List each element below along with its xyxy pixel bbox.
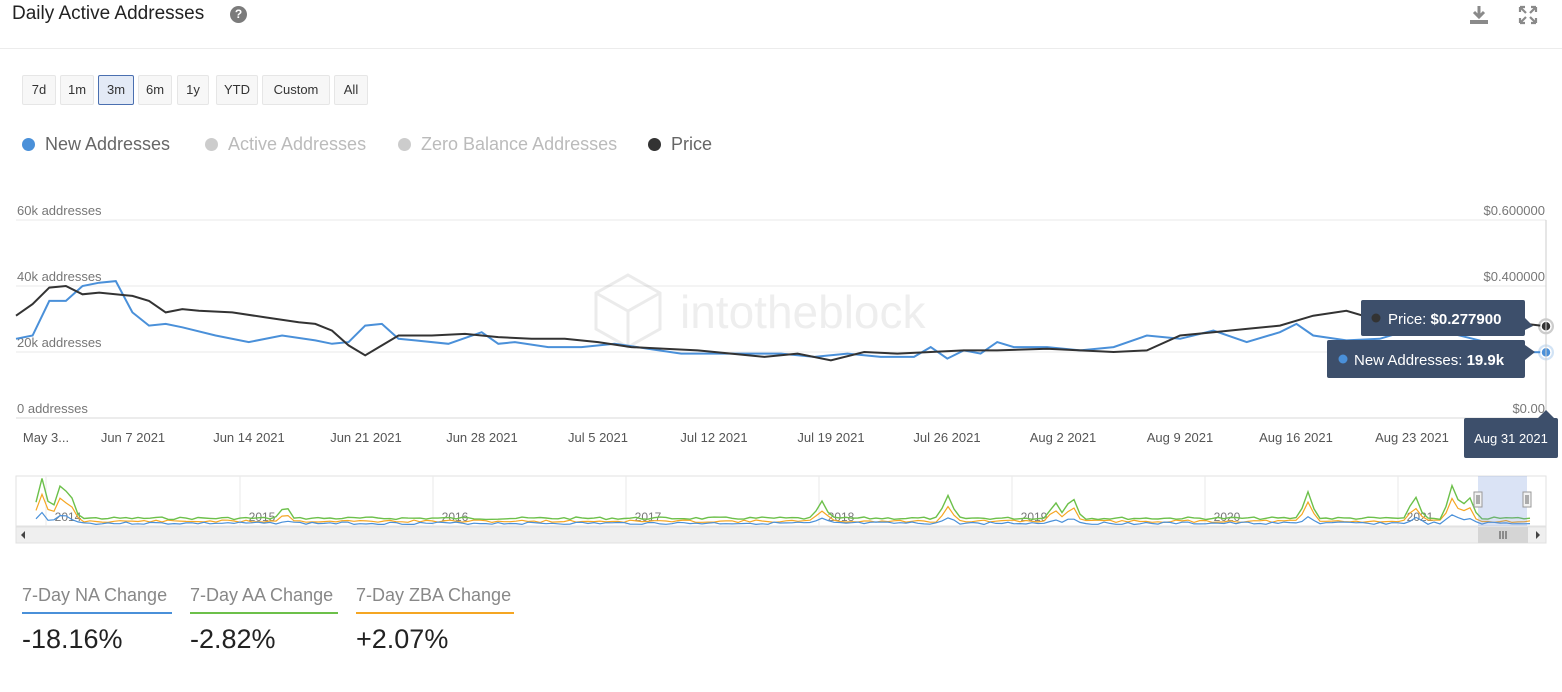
x-tick-label: Aug 2 2021 <box>1030 430 1097 445</box>
question-circle-icon[interactable]: ? <box>230 6 247 23</box>
y-right-tick-label: $0.00 <box>1512 401 1545 416</box>
x-tick-label: Jun 14 2021 <box>213 430 285 445</box>
x-tick-label: Aug 23 2021 <box>1375 430 1449 445</box>
range-button-3m[interactable]: 3m <box>98 75 134 105</box>
expand-icon[interactable] <box>1517 4 1539 26</box>
navigator-zba-line <box>35 492 1531 524</box>
navigator-panel[interactable] <box>15 475 1547 527</box>
range-button-all[interactable]: All <box>334 75 368 105</box>
navigator-selection[interactable] <box>1478 476 1527 526</box>
stat-7-day-zba-change: 7-Day ZBA Change +2.07% <box>356 585 514 655</box>
legend-label: New Addresses <box>45 134 171 154</box>
tooltip-new-addresses: New Addresses: 19.9k <box>1327 340 1535 378</box>
tooltip-na-label: New Addresses: <box>1354 352 1467 369</box>
y-right-tick-label: $0.400000 <box>1484 269 1545 284</box>
navigator-aa-line <box>35 478 1531 521</box>
scroll-left-arrow-icon[interactable] <box>21 531 25 539</box>
navigator-na-line <box>35 511 1531 526</box>
series-line-new-addresses[interactable] <box>15 280 1547 360</box>
y-left-tick-label: 40k addresses <box>17 269 102 284</box>
legend-dot-icon <box>205 138 218 151</box>
tooltip-na-value: 19.9k <box>1467 352 1505 369</box>
legend-item-zero-balance-addresses[interactable]: Zero Balance Addresses <box>398 132 617 156</box>
svg-text:intotheblock: intotheblock <box>680 286 926 338</box>
range-button-ytd[interactable]: YTD <box>216 75 258 105</box>
stat-value: +2.07% <box>356 624 449 654</box>
chart-header: Daily Active Addresses ? <box>0 0 1562 49</box>
y-right-tick-label: $0.600000 <box>1484 203 1545 218</box>
x-tick-label: Jun 21 2021 <box>330 430 402 445</box>
range-button-1m[interactable]: 1m <box>60 75 94 105</box>
legend-dot-icon <box>398 138 411 151</box>
stat-7-day-na-change: 7-Day NA Change -18.16% <box>22 585 172 655</box>
tooltip-price: Price: $0.277900 <box>1361 300 1533 336</box>
x-tick-label: Jul 26 2021 <box>913 430 980 445</box>
legend-label: Zero Balance Addresses <box>421 134 618 154</box>
tooltip-price-value: $0.277900 <box>1431 311 1502 328</box>
main-chart[interactable]: intotheblock 60k addresses 40k addresses 2… <box>0 0 1562 560</box>
x-tick-label: May 3... <box>23 430 69 445</box>
legend-dot-icon <box>648 138 661 151</box>
tooltip-date: Aug 31 2021 <box>1464 410 1558 458</box>
stat-label: 7-Day NA Change <box>22 585 172 614</box>
stat-label: 7-Day ZBA Change <box>356 585 514 614</box>
page-title: Daily Active Addresses <box>12 3 205 24</box>
y-left-tick-label: 20k addresses <box>17 335 102 350</box>
range-button-7d[interactable]: 7d <box>22 75 56 105</box>
scroll-right-arrow-icon[interactable] <box>1536 531 1540 539</box>
legend-label: Price <box>671 134 713 154</box>
navigator-year-label: 2020 <box>1214 510 1241 524</box>
legend-item-new-addresses[interactable]: New Addresses <box>22 132 170 156</box>
series-line-price[interactable] <box>15 284 1547 362</box>
x-tick-label: Aug 16 2021 <box>1259 430 1333 445</box>
stat-value: -2.82% <box>190 624 276 654</box>
x-tick-label: Jul 19 2021 <box>797 430 864 445</box>
navigator-scrollbar[interactable] <box>15 526 1547 544</box>
stat-value: -18.16% <box>22 624 123 654</box>
tooltip-date-text: Aug 31 2021 <box>1474 431 1548 446</box>
legend-label: Active Addresses <box>228 134 367 154</box>
navigator-year-label: 2021 <box>1407 510 1434 524</box>
y-left-tick-label: 60k addresses <box>17 203 102 218</box>
navigator-handle[interactable] <box>1522 491 1532 508</box>
range-button-6m[interactable]: 6m <box>138 75 172 105</box>
navigator-handle[interactable] <box>1473 491 1483 508</box>
range-button-custom[interactable]: Custom <box>262 75 330 105</box>
range-button-1y[interactable]: 1y <box>177 75 209 105</box>
download-icon[interactable] <box>1468 4 1490 26</box>
legend-item-active-addresses[interactable]: Active Addresses <box>205 132 366 156</box>
stat-7-day-aa-change: 7-Day AA Change -2.82% <box>190 585 338 655</box>
watermark: intotheblock <box>594 273 926 349</box>
x-tick-label: Jun 7 2021 <box>101 430 165 445</box>
tooltip-price-label: Price: <box>1388 311 1431 328</box>
x-tick-label: Aug 9 2021 <box>1147 430 1214 445</box>
x-tick-label: Jul 5 2021 <box>568 430 628 445</box>
x-tick-label: Jul 12 2021 <box>680 430 747 445</box>
svg-text:Price: $0.277900: Price: $0.277900 <box>1388 311 1501 328</box>
tooltip-na-dot-icon <box>1338 354 1348 364</box>
x-tick-label: Jun 28 2021 <box>446 430 518 445</box>
svg-text:New Addresses: 19.9k: New Addresses: 19.9k <box>1354 352 1505 369</box>
y-left-tick-label: 0 addresses <box>17 401 88 416</box>
tooltip-price-dot-icon <box>1371 313 1381 323</box>
stat-label: 7-Day AA Change <box>190 585 338 614</box>
legend-dot-icon <box>22 138 35 151</box>
legend-item-price[interactable]: Price <box>648 132 712 156</box>
